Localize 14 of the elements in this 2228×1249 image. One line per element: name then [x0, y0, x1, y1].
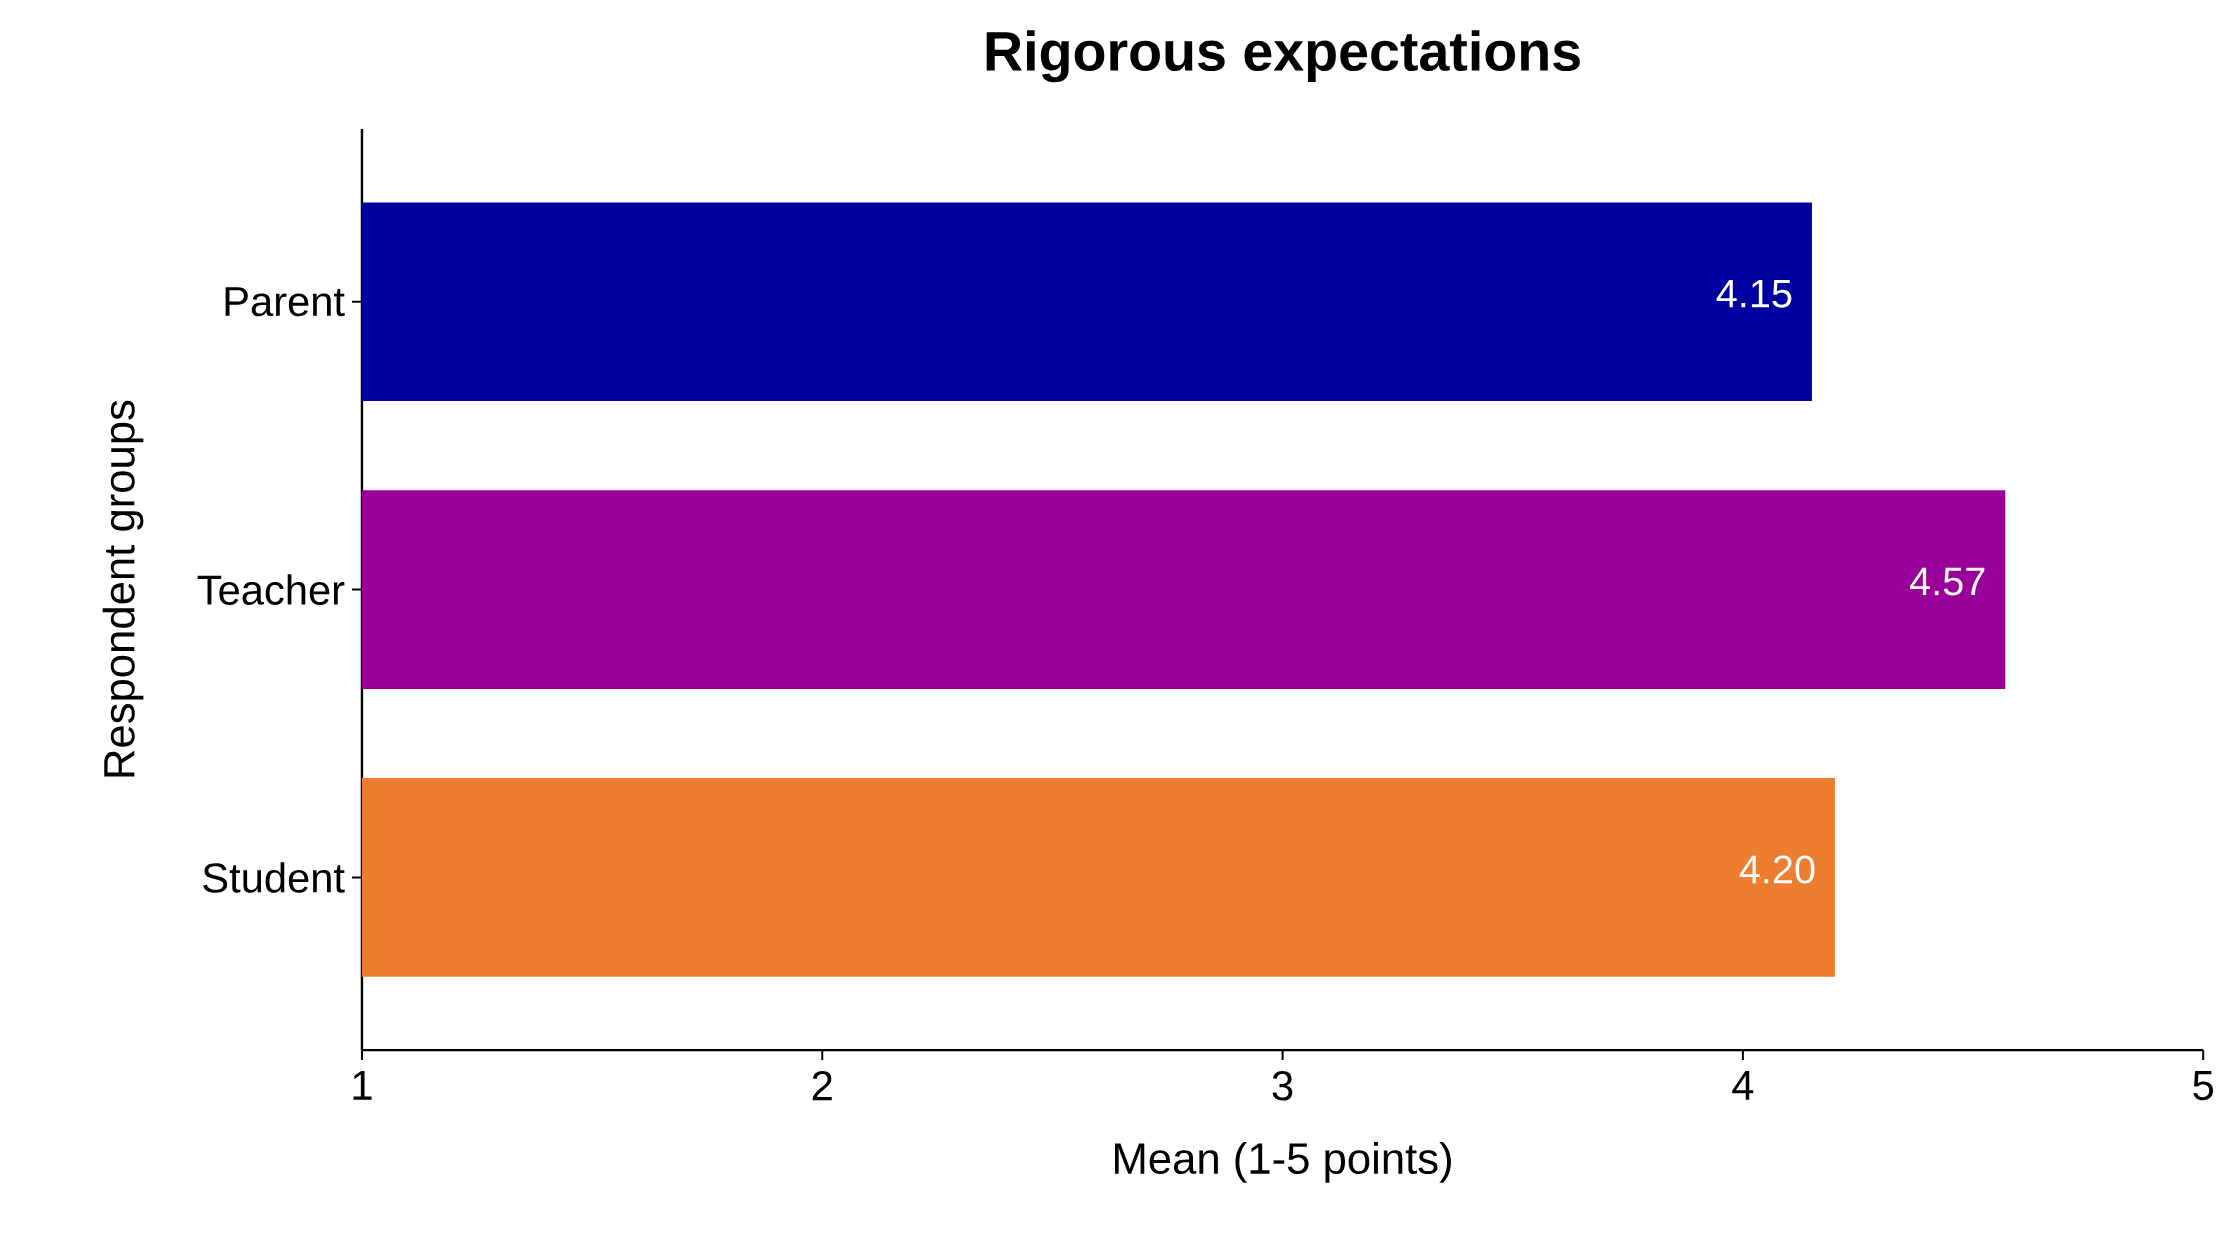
x-tick-label: 5 — [2193, 1071, 2214, 1101]
x-tick-label: 3 — [1272, 1071, 1293, 1101]
chart-title: Rigorous expectations — [986, 30, 1580, 83]
x-tick-label: 1 — [353, 1071, 372, 1100]
y-tick-label: Student — [203, 862, 345, 893]
data-label: 4.20 — [1739, 855, 1815, 884]
y-tick-label: Teacher — [197, 574, 345, 606]
y-tick-label: Parent — [225, 287, 345, 317]
x-tick-label: 2 — [812, 1071, 832, 1101]
data-label: 4.15 — [1716, 280, 1792, 308]
x-axis-title: Mean (1-5 points) — [1115, 1142, 1451, 1183]
x-tick-label: 4 — [1732, 1071, 1754, 1100]
data-label: 4.57 — [1909, 567, 1985, 596]
y-axis-title: Respondent groups — [102, 400, 144, 777]
